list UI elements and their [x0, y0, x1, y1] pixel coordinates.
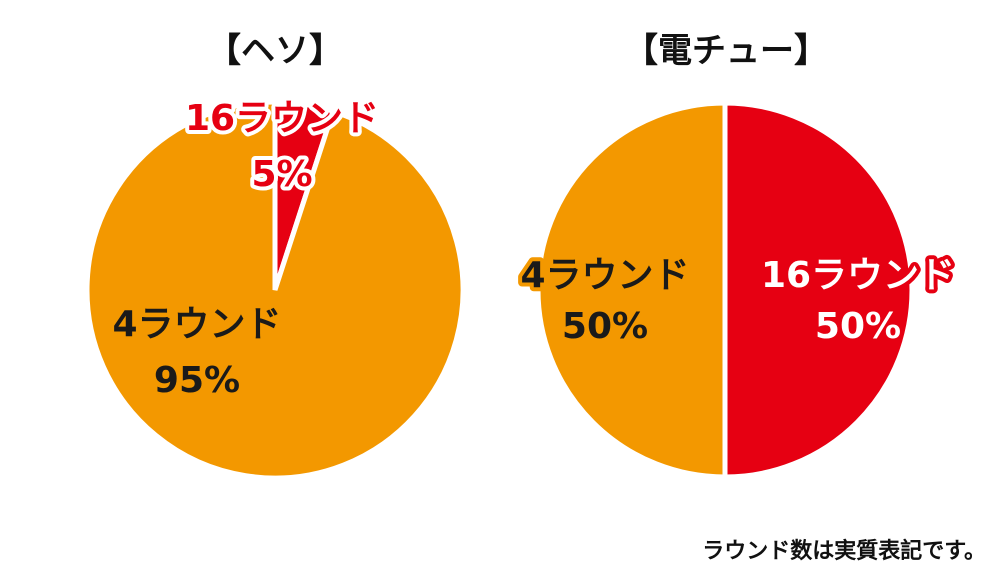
slice-value-heso-4round: 95% — [154, 360, 240, 401]
pie-slice-denchu-16round — [722, 100, 915, 480]
slice-label-heso-4round: 4ラウンド — [112, 304, 281, 345]
pie-chart-heso: 【ヘソ】 4ラウンド 95% 16ラウンド 5% — [84, 31, 466, 481]
slice-value-denchu-4round: 50% — [562, 306, 648, 347]
pie-slice-denchu-4round — [535, 100, 728, 480]
chart-title-denchu: 【電チュー】 — [624, 31, 828, 71]
chart-title-heso: 【ヘソ】 — [207, 31, 343, 71]
slice-value-denchu-16round: 50% — [815, 306, 901, 347]
pie-chart-denchu: 【電チュー】 4ラウンド 50% 16ラウンド 50% — [516, 31, 959, 480]
pie-slices-denchu — [535, 100, 915, 480]
pie-slices-heso — [84, 99, 466, 481]
footnote-text: ラウンド数は実質表記です。 — [702, 538, 986, 564]
slice-label-denchu-16round: 16ラウンド — [761, 255, 955, 296]
slice-value-heso-16round: 5% — [251, 154, 312, 195]
pie-slice-heso-4round — [84, 99, 466, 481]
slice-label-denchu-4round: 4ラウンド — [520, 255, 689, 296]
slice-label-heso-16round: 16ラウンド — [185, 98, 379, 139]
